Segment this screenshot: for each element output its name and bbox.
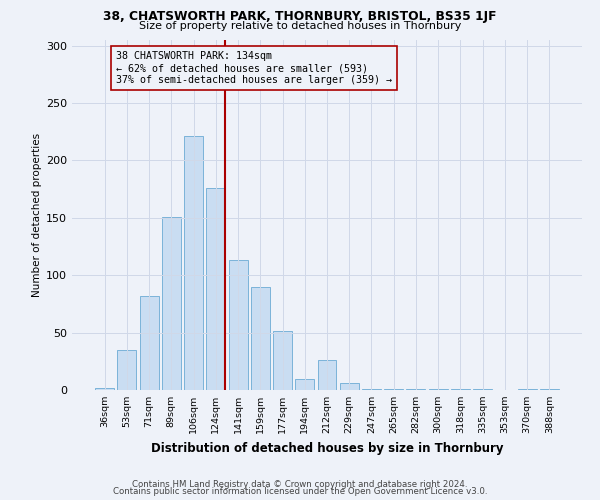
Bar: [295, 378, 314, 390]
Bar: [206, 188, 225, 390]
Bar: [540, 389, 559, 390]
Bar: [362, 389, 381, 390]
Bar: [473, 389, 492, 390]
Text: Contains public sector information licensed under the Open Government Licence v3: Contains public sector information licen…: [113, 488, 487, 496]
X-axis label: Distribution of detached houses by size in Thornbury: Distribution of detached houses by size …: [151, 442, 503, 454]
Bar: [451, 389, 470, 390]
Bar: [140, 296, 158, 390]
Bar: [95, 388, 114, 390]
Text: Contains HM Land Registry data © Crown copyright and database right 2024.: Contains HM Land Registry data © Crown c…: [132, 480, 468, 489]
Bar: [162, 216, 181, 390]
Bar: [340, 383, 359, 390]
Bar: [384, 389, 403, 390]
Bar: [229, 260, 248, 390]
Bar: [184, 136, 203, 390]
Bar: [518, 389, 536, 390]
Bar: [251, 286, 270, 390]
Y-axis label: Number of detached properties: Number of detached properties: [32, 133, 42, 297]
Bar: [118, 350, 136, 390]
Bar: [273, 332, 292, 390]
Text: 38, CHATSWORTH PARK, THORNBURY, BRISTOL, BS35 1JF: 38, CHATSWORTH PARK, THORNBURY, BRISTOL,…: [103, 10, 497, 23]
Bar: [429, 389, 448, 390]
Bar: [317, 360, 337, 390]
Text: Size of property relative to detached houses in Thornbury: Size of property relative to detached ho…: [139, 21, 461, 31]
Text: 38 CHATSWORTH PARK: 134sqm
← 62% of detached houses are smaller (593)
37% of sem: 38 CHATSWORTH PARK: 134sqm ← 62% of deta…: [116, 52, 392, 84]
Bar: [406, 389, 425, 390]
